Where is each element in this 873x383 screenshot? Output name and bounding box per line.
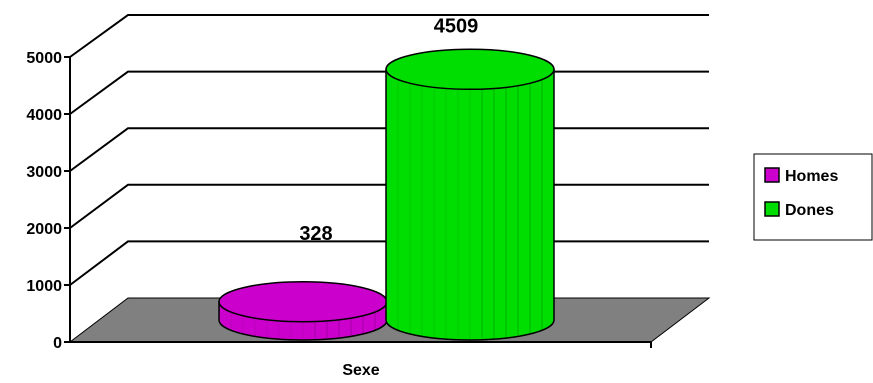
y-tick-label: 0 — [53, 335, 62, 352]
gridlines — [69, 14, 709, 286]
legend-label-homes: Homes — [785, 168, 838, 185]
y-tick-label: 3000 — [26, 164, 62, 181]
left-wall-edge — [69, 14, 129, 342]
x-axis-title: Sexe — [342, 362, 379, 379]
legend-label-dones: Dones — [785, 202, 834, 219]
y-axis-ticks: 0 1000 2000 3000 4000 5000 — [26, 50, 70, 352]
data-label-dones: 4509 — [434, 15, 479, 37]
y-tick-label: 2000 — [26, 221, 62, 238]
legend-swatch-homes — [764, 167, 780, 183]
data-label-homes: 328 — [299, 223, 332, 245]
bar-homes-top — [218, 281, 388, 323]
legend-box — [753, 153, 873, 241]
gridline — [69, 14, 709, 58]
bar-dones-top — [385, 48, 555, 91]
bars — [218, 48, 555, 341]
y-tick-label: 4000 — [26, 107, 62, 124]
y-tick-label: 5000 — [26, 50, 62, 67]
y-tick-label: 1000 — [26, 278, 62, 295]
data-labels: 328 4509 — [299, 15, 478, 244]
legend-swatch-dones — [764, 201, 780, 217]
legend: Homes Dones — [753, 153, 873, 241]
